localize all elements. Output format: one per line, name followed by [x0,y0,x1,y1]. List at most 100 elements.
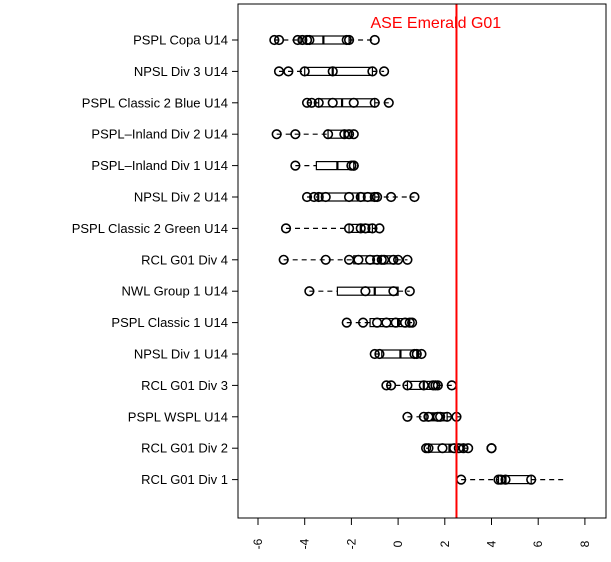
data-point [313,191,324,203]
data-point [348,129,359,140]
data-point [327,66,338,77]
data-point [423,443,434,454]
data-point [432,380,443,391]
data-point [526,474,537,485]
iqr-box [304,66,374,77]
row-label: PSPL Classic 1 U14 [111,315,228,330]
data-point [273,34,285,46]
data-point [381,380,392,391]
iqr-box [497,475,532,485]
x-tick-label: -6 [251,538,265,549]
x-tick-label: 2 [438,540,452,547]
data-point [402,254,413,265]
data-point [278,254,289,265]
iqr-box [299,35,350,45]
x-tick-label: 8 [578,540,592,547]
data-point [371,317,383,328]
data-point [437,443,448,454]
data-point [299,66,310,77]
data-point [407,317,418,328]
data-point [388,254,399,265]
data-point [369,97,380,108]
data-point [360,286,371,297]
row-label: PSPL Classic 2 Blue U14 [82,95,228,110]
outlier-point [486,443,497,454]
row-label: NWL Group 1 U14 [122,284,228,299]
data-point [435,411,446,422]
data-point [385,380,397,391]
data-point [374,348,385,360]
row-label: RCL G01 Div 2 [141,441,228,456]
x-axis: -6 -4 -2 0 2 4 6 8 [251,518,592,549]
data-point [458,443,469,454]
row-label: PSPL–Inland Div 1 U14 [91,158,228,173]
data-point [343,223,355,234]
data-point [313,97,324,108]
data-point [290,129,301,140]
data-point [495,474,506,485]
data-point [385,191,397,203]
data-point [269,34,280,46]
data-point [383,97,394,108]
data-point [355,191,366,203]
row-label: RCL G01 Div 1 [141,472,228,487]
y-axis [232,39,238,481]
data-point [402,380,413,391]
row-label: RCL G01 Div 3 [141,378,228,393]
iqr-box [318,98,376,108]
data-point [348,97,359,108]
row-label: RCL G01 Div 4 [141,252,228,267]
iqr-box [315,161,355,171]
data-point [306,97,317,108]
data-point [418,411,429,422]
data-point [402,411,413,422]
data-point [463,443,474,454]
reference-line-group: ASE Emerald G01 [370,4,501,518]
data-point [341,317,352,328]
data-point [388,286,399,297]
row-label: PSPL–Inland Div 2 U14 [91,127,228,142]
data-point [371,254,383,265]
data-point [297,34,308,46]
row-label: PSPL Classic 2 Green U14 [72,221,228,236]
data-point [369,34,380,46]
data-point [322,129,334,140]
data-point [500,474,511,485]
iqr-box [327,129,352,139]
row-label: NPSL Div 3 U14 [134,64,228,79]
data-point [280,223,292,234]
data-point [378,66,390,77]
x-tick-label: 0 [391,540,405,547]
row-label: PSPL Copa U14 [133,33,228,48]
reference-line-label: ASE Emerald G01 [370,15,501,32]
data-point [290,160,301,171]
data-point [304,286,315,297]
data-point [353,254,364,265]
row-label: NPSL Div 2 U14 [134,190,228,205]
data-point [360,223,371,234]
data-point [416,348,427,360]
data-point [308,191,320,203]
data-point [409,191,420,203]
data-point [343,34,355,46]
data-point [271,129,282,140]
data-point [320,254,331,265]
x-tick-label: 6 [531,540,545,547]
data-point [327,97,338,108]
data-point [320,191,331,203]
data-point [283,66,294,77]
data-point [369,348,380,360]
data-point [367,223,378,234]
row-label: PSPL WSPL U14 [128,409,228,424]
plot-frame [237,3,607,519]
data-point [355,223,366,234]
data-point [364,254,376,265]
data-point [400,317,411,328]
data-point [301,97,313,108]
x-tick-label: -4 [298,538,312,549]
row-labels: PSPL Copa U14 NPSL Div 3 U14 PSPL Classic … [72,33,228,488]
x-tick-label: -2 [344,538,358,549]
row-label: NPSL Div 1 U14 [134,347,228,362]
data-point [411,348,422,360]
